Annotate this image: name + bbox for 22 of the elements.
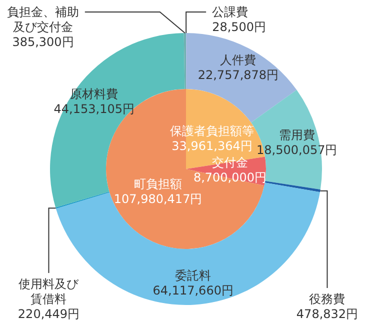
donut-slice xyxy=(264,181,320,192)
data-label: 220,449円 xyxy=(18,307,80,321)
data-label: 478,832円 xyxy=(296,307,358,321)
slice-label: 需用費 xyxy=(278,128,315,142)
data-label: 33,961,364円 xyxy=(172,139,252,154)
slice-label: 負担金、補助及び交付金 xyxy=(7,5,79,34)
slice-label: 使用料及び賃借料 xyxy=(18,277,80,306)
data-label: 22,757,878円 xyxy=(198,68,279,82)
data-label: 385,300円 xyxy=(12,35,74,49)
slice-label: 保護者負担額等 xyxy=(170,124,254,138)
slice-label: 町負担額 xyxy=(134,177,182,192)
slice-label: 交付金 xyxy=(212,156,248,170)
slice-label: 人件費 xyxy=(220,53,256,68)
data-label: 8,700,000円 xyxy=(193,170,267,185)
data-label: 107,980,417円 xyxy=(114,192,202,206)
data-label: 28,500円 xyxy=(212,20,266,34)
data-label: 64,117,660円 xyxy=(152,283,234,298)
slice-label: 委託料 xyxy=(175,268,212,282)
donut-slice xyxy=(56,192,110,209)
slice-label: 役務費 xyxy=(309,292,346,306)
slice-label: 公課費 xyxy=(212,5,248,19)
donut-slice xyxy=(186,33,297,122)
